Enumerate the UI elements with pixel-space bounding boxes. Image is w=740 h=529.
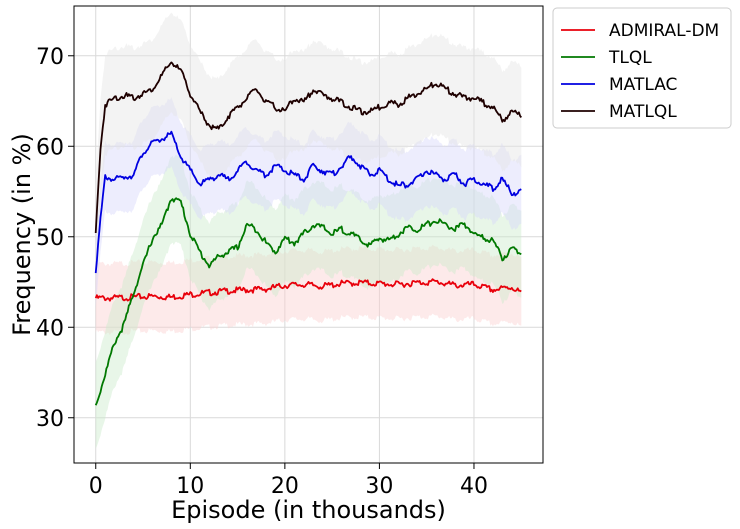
x-tick-label: 30 [365, 474, 393, 499]
band-admiral-dm [95, 244, 522, 336]
legend-entry: MATLQL [609, 102, 677, 122]
legend: ADMIRAL-DM TLQL MATLAC MATLQL [552, 7, 732, 129]
y-tick-label: 30 [36, 407, 64, 432]
y-tick-label: 60 [36, 135, 64, 160]
band-matlql [95, 12, 522, 283]
x-tick-label: 10 [176, 474, 204, 499]
series-line-matlac [94, 130, 522, 274]
y-tick-label: 40 [36, 316, 64, 341]
legend-entry: ADMIRAL-DM [609, 21, 719, 41]
y-tick-label: 70 [36, 45, 64, 70]
series-lines [94, 61, 523, 406]
x-axis-ticks: 0 10 20 30 40 [89, 463, 488, 499]
y-tick-label: 50 [36, 226, 64, 251]
band-matlac [95, 97, 522, 308]
x-tick-label: 0 [89, 474, 103, 499]
legend-box [552, 7, 732, 129]
series-line-admiral-dm [94, 278, 522, 302]
series-line-tlql [94, 197, 522, 406]
band-tlql [95, 154, 522, 449]
legend-entry: TLQL [608, 48, 652, 68]
confidence-bands [95, 12, 522, 449]
x-tick-label: 20 [271, 474, 299, 499]
x-axis-label: Episode (in thousands) [171, 496, 446, 524]
series-line-matlql [94, 61, 523, 234]
plot-frame [73, 5, 544, 464]
grid-lines [74, 6, 543, 463]
y-axis-ticks: 30 40 50 60 70 [36, 45, 74, 432]
legend-entry: MATLAC [609, 75, 677, 95]
y-axis-label: Frequency (in %) [8, 133, 36, 336]
x-tick-label: 40 [460, 474, 488, 499]
